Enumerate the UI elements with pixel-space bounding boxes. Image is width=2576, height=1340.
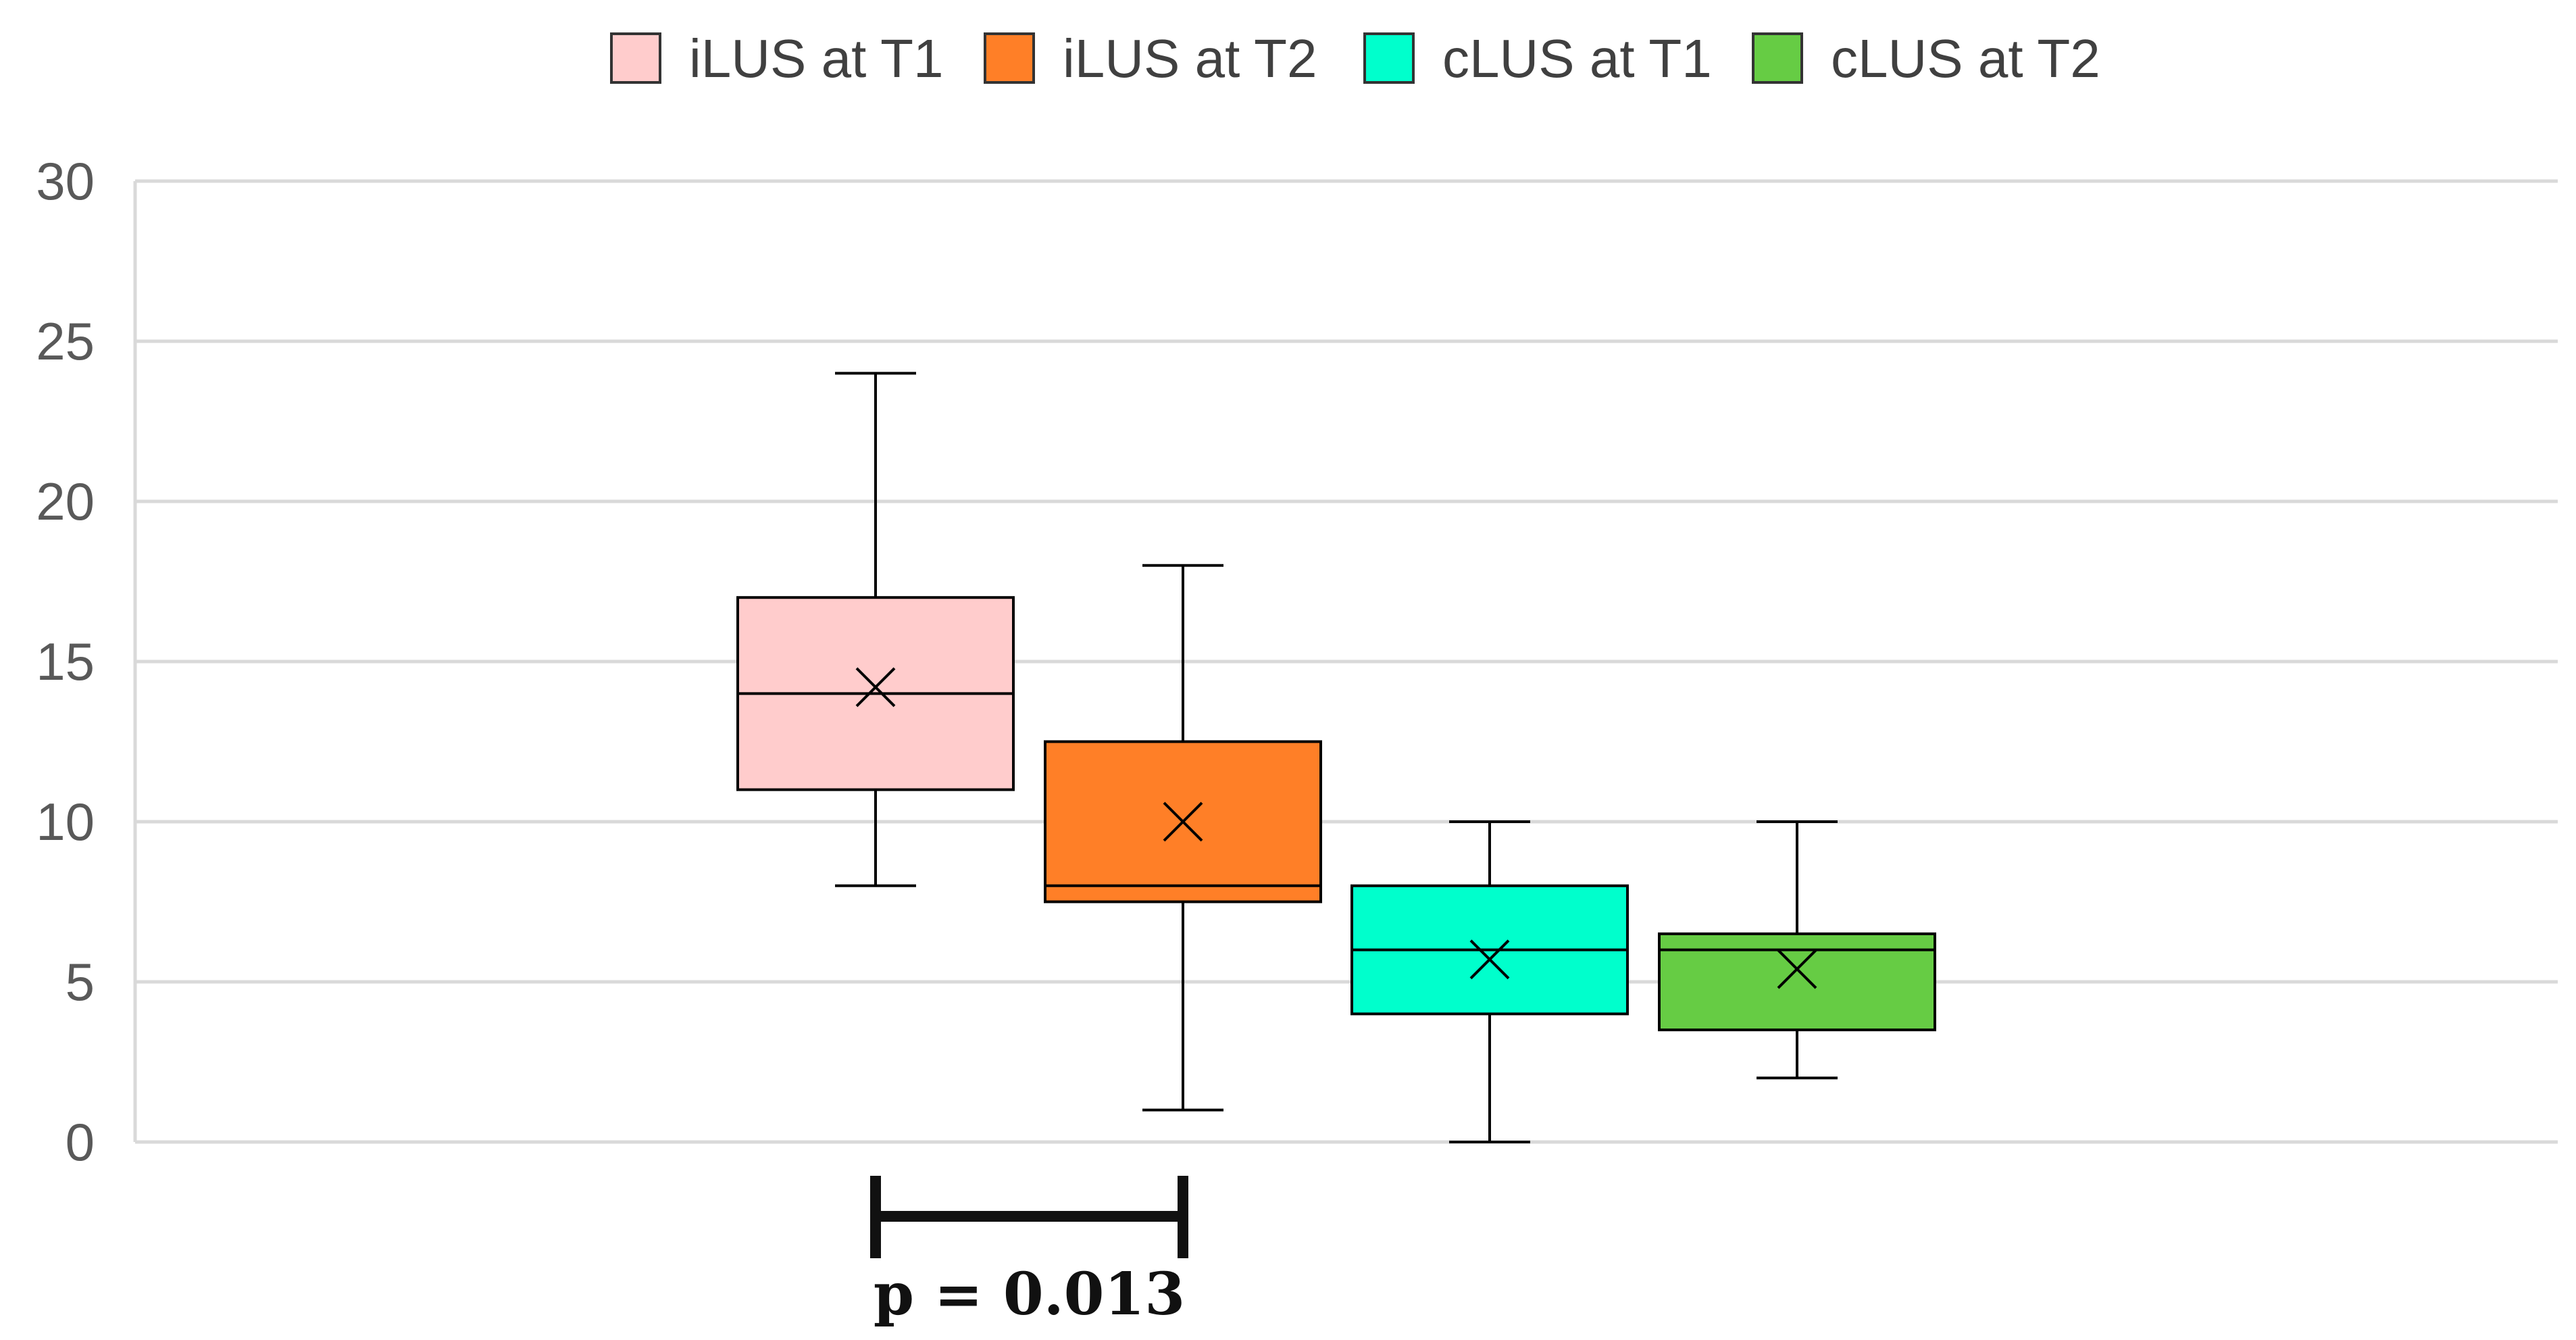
y-tick-label: 25 xyxy=(36,312,95,371)
significance-annotation: p = 0.013 xyxy=(870,1176,1188,1329)
p-value-label: p = 0.013 xyxy=(874,1260,1185,1329)
interquartile-box xyxy=(1658,932,1936,1032)
legend: iLUS at T1 iLUS at T2 cLUS at T1 cLUS at T2 xyxy=(610,28,2100,89)
mean-marker-stroke-2 xyxy=(1777,949,1817,989)
box-clus-at-t2 xyxy=(1658,820,1936,1080)
mean-marker-stroke-2 xyxy=(1469,939,1510,980)
box-clus-at-t1 xyxy=(1350,820,1629,1143)
legend-label: iLUS at T2 xyxy=(1063,28,1317,89)
gridlines xyxy=(133,179,2558,1144)
mean-marker-stroke-2 xyxy=(855,667,896,708)
legend-item: iLUS at T1 xyxy=(610,28,943,89)
legend-swatch xyxy=(1752,32,1803,84)
legend-swatch xyxy=(1363,32,1415,84)
box-ilus-at-t2 xyxy=(1044,564,1322,1112)
legend-label: cLUS at T2 xyxy=(1831,28,2100,89)
legend-label: iLUS at T1 xyxy=(689,28,943,89)
y-tick-label: 0 xyxy=(66,1112,95,1172)
boxes xyxy=(736,372,1936,1143)
legend-swatch xyxy=(610,32,661,84)
y-tick-label: 10 xyxy=(36,792,95,851)
y-tick-label: 15 xyxy=(36,632,95,691)
legend-swatch xyxy=(984,32,1035,84)
y-tick-label: 20 xyxy=(36,472,95,531)
legend-item: iLUS at T2 xyxy=(984,28,1317,89)
legend-item: cLUS at T1 xyxy=(1363,28,1712,89)
y-tick-label: 5 xyxy=(66,952,95,1012)
legend-item: cLUS at T2 xyxy=(1752,28,2100,89)
legend-label: cLUS at T1 xyxy=(1442,28,1712,89)
mean-marker-stroke-2 xyxy=(1163,801,1203,842)
y-tick-label: 30 xyxy=(36,151,95,211)
y-axis-tick-labels: 0 5 10 15 20 25 30 xyxy=(36,151,95,1172)
box-ilus-at-t1 xyxy=(736,372,1015,887)
